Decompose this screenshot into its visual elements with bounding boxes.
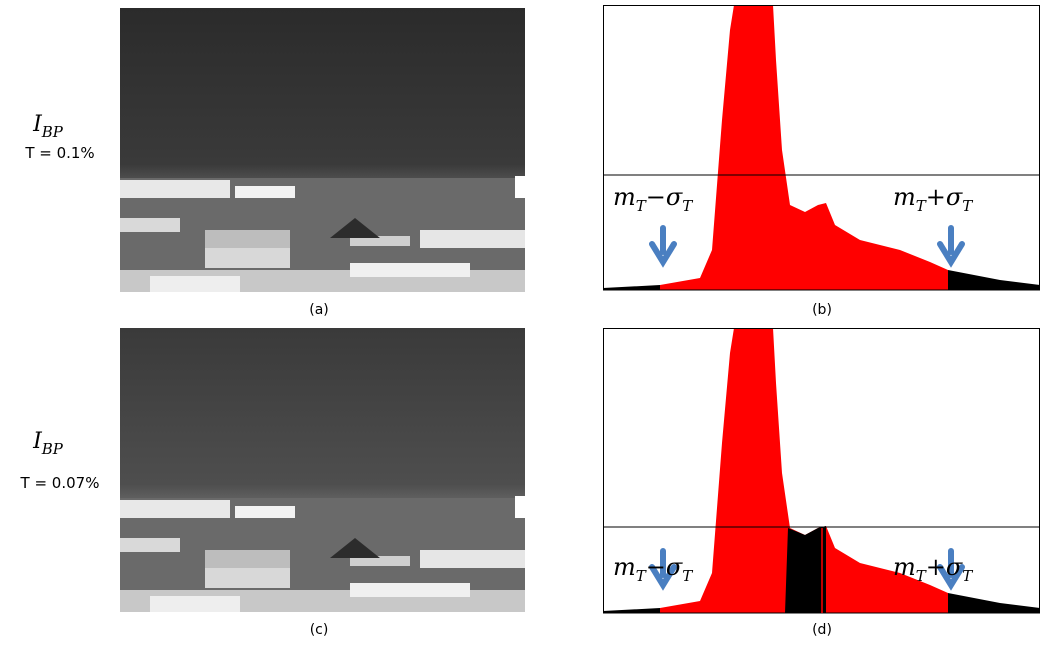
row-label: IBP [32,429,64,458]
threshold: T = 0.07% [20,474,100,492]
subscript: T [962,197,973,215]
symbol: m [893,183,916,211]
subscript: BP [41,123,64,141]
image-detail [120,176,525,292]
subscript: BP [41,440,64,458]
operator: +σ [926,553,963,581]
symbol: m [613,183,636,211]
operator: +σ [926,183,963,211]
caption: (b) [812,302,832,318]
subscript: T [682,567,693,585]
symbol: I [32,429,43,454]
subscript: T [916,197,927,215]
annotation: mT−σT [613,553,693,585]
subscript: T [636,197,647,215]
annotation: mT+σT [893,183,973,215]
symbol: m [893,553,916,581]
operator: −σ [646,553,683,581]
histogram [603,5,1040,290]
row-label: IBP [32,112,64,141]
subscript: T [682,197,693,215]
symbol: I [32,112,43,137]
caption: (a) [309,302,329,318]
symbol: m [613,553,636,581]
operator: −σ [646,183,683,211]
subscript: T [636,567,647,585]
annotation: mT−σT [613,183,693,215]
image-detail [120,496,525,612]
annotation: mT+σT [893,553,973,585]
caption: (d) [812,622,832,638]
histogram-region [785,526,826,613]
threshold: T = 0.1% [24,144,94,162]
caption: (c) [310,622,329,638]
subscript: T [962,567,973,585]
subscript: T [916,567,927,585]
